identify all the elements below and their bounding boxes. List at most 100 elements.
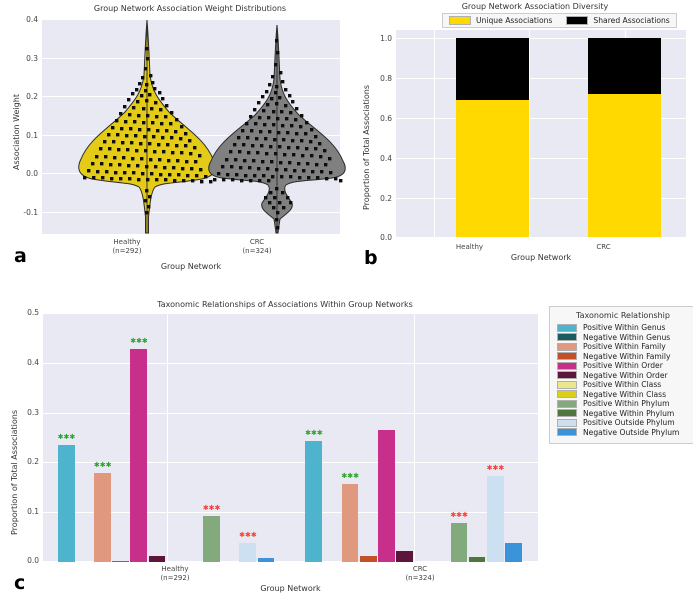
bar[interactable] [130,349,148,562]
legend-item-shared[interactable]: Shared Associations [566,16,670,25]
bar[interactable] [468,556,486,562]
legend-label: Positive Within Class [583,380,662,389]
legend-swatch [557,428,577,436]
panel-b-ytick-0: 1.0 [380,34,392,43]
bar[interactable] [94,473,111,562]
bar[interactable] [505,543,522,562]
legend-label: Positive Within Family [583,342,666,351]
legend-item-negative-within-genus[interactable]: Negative Within Genus [555,333,691,342]
panel-b-plot-area [396,30,686,238]
legend-label-unique: Unique Associations [476,16,553,25]
bar[interactable] [359,556,377,562]
bar[interactable] [450,522,468,562]
panel-c-xtick-healthy: Healthy (n=292) [110,565,240,583]
panel-c-ytick-1: 0.4 [27,357,39,367]
panel-b-xlabel: Group Network [510,253,572,262]
legend-item-negative-within-class[interactable]: Negative Within Class [555,390,691,399]
legend-item-positive-within-genus[interactable]: Positive Within Genus [555,323,691,332]
legend-label: Negative Within Order [583,370,668,380]
significance-marker: ✱✱✱ [341,472,360,481]
bar[interactable] [239,542,257,562]
panel-b-title: Group Network Association Diversity [461,2,609,11]
legend-label: Negative Outside Phylum [583,427,680,437]
legend-item-negative-within-phylum[interactable]: Negative Within Phylum [555,409,691,418]
panel-c-ylabel: Proportion of Total Associations [10,409,19,535]
panel-a-ytick-0: 0.4 [26,15,38,24]
violin-crc [208,24,346,234]
panel-b-ytick-1: 0.8 [380,74,392,83]
legend-item-positive-within-class[interactable]: Positive Within Class [555,380,691,389]
legend-item-negative-within-family[interactable]: Negative Within Family [555,352,691,361]
stacked-bar-healthy[interactable] [456,38,529,237]
panel-b-ytick-2: 0.6 [380,114,392,123]
group-name: Healthy [113,238,141,246]
panel-b-ytick-5: 0.0 [380,233,392,242]
significance-marker: ✱✱✱ [305,429,323,438]
significance-marker: ✱✱✱ [239,530,257,539]
panel-c-plot-area: ✱✱✱ ✱✱✱ ✱✱✱ ✱✱✱ ✱✱✱ ✱✱✱ ✱✱✱ ✱✱✱ ✱✱✱ [43,313,538,562]
panel-c-ytick-2: 0.3 [27,407,39,417]
significance-marker: ✱✱✱ [486,464,505,473]
panel-a: Group Network Association Weight Distrib… [0,0,350,285]
legend-item-positive-within-family[interactable]: Positive Within Family [555,342,691,351]
legend-swatch [557,352,577,360]
legend-swatch [557,418,577,427]
violin-healthy [78,19,216,234]
bar[interactable] [341,484,359,562]
bar[interactable] [305,441,323,562]
panel-a-xtick-crc: CRC (n=324) [192,238,322,256]
bar[interactable] [57,444,75,562]
bar-segment-unique [456,100,529,237]
bar[interactable] [486,476,504,562]
panel-c-ytick-5: 0.0 [27,556,39,565]
panel-a-ytick-4: 0.0 [26,169,38,178]
bar[interactable] [203,515,220,562]
legend-item-negative-outside-phylum[interactable]: Negative Outside Phylum [555,428,691,437]
panel-b-xtick-healthy: Healthy [455,243,484,251]
panel-b: Group Network Association Diversity Uniq… [350,0,693,285]
bar[interactable] [257,557,275,562]
panel-c-xtick-crc: CRC (n=324) [355,565,485,583]
panel-c-ytick-3: 0.2 [27,457,39,467]
bar-segment-unique [588,93,661,237]
panel-c-legend: Taxonomic Relationship Positive Within G… [549,306,693,444]
legend-label: Negative Within Class [583,389,667,399]
legend-swatch [557,342,577,351]
bar[interactable] [112,560,130,562]
bar[interactable] [148,556,166,562]
legend-item-positive-outside-phylum[interactable]: Positive Outside Phylum [555,418,691,427]
panel-b-ylabel: Proportion of Total Associations [362,84,371,210]
legend-label: Positive Within Genus [583,323,666,332]
panel-c: Taxonomic Relationships of Associations … [0,295,693,594]
bar[interactable] [377,430,395,562]
legend-swatch [557,399,577,408]
panel-a-title: Group Network Association Weight Distrib… [93,4,287,13]
panel-a-ytick-3: 0.1 [26,130,38,140]
legend-item-negative-within-order[interactable]: Negative Within Order [555,371,691,380]
legend-item-positive-within-order[interactable]: Positive Within Order [555,361,691,370]
legend-swatch [557,390,577,398]
legend-swatch [557,361,577,370]
panel-a-xtick-healthy: Healthy (n=292) [62,238,192,256]
stacked-bar-crc[interactable] [588,38,661,237]
legend-item-positive-within-phylum[interactable]: Positive Within Phylum [555,399,691,408]
legend-label: Positive Outside Phylum [583,418,675,427]
panel-c-title: Taxonomic Relationships of Associations … [157,300,413,309]
group-n: (n=324) [242,247,272,255]
panel-a-ytick-1: 0.3 [26,53,38,63]
panel-b-xtick-crc: CRC [596,243,611,251]
legend-item-unique[interactable]: Unique Associations [449,16,552,25]
group-n: (n=324) [405,574,435,582]
legend-label: Positive Within Phylum [583,399,670,408]
legend-swatch [557,371,577,379]
significance-marker: ✱✱✱ [93,461,112,470]
significance-marker: ✱✱✱ [450,510,468,519]
panel-letter-b: b [364,247,378,269]
panel-a-ytick-5: -0.1 [23,207,38,217]
legend-swatch [557,333,577,341]
bar[interactable] [396,551,413,562]
legend-label: Positive Within Order [583,361,663,370]
bar-segment-shared [588,38,661,94]
significance-marker: ✱✱✱ [130,337,148,346]
panel-c-ytick-0: 0.5 [27,308,39,317]
